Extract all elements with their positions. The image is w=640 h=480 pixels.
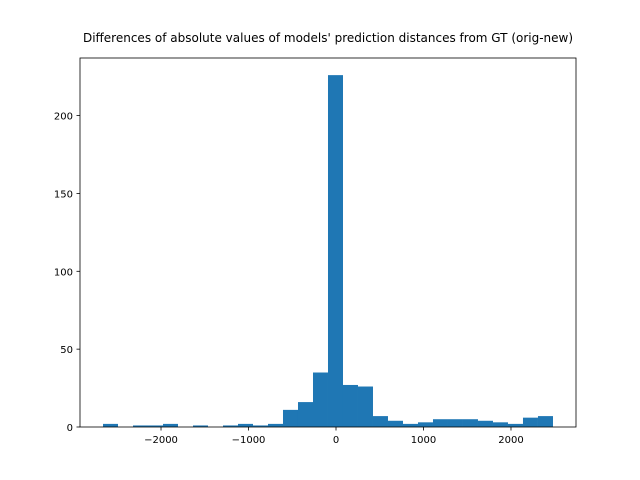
bar <box>492 422 508 427</box>
chart-title: Differences of absolute values of models… <box>83 31 573 45</box>
plot-frame <box>79 57 577 428</box>
bar <box>402 423 418 427</box>
bar <box>133 425 149 427</box>
bar <box>462 419 478 427</box>
bar <box>148 425 164 427</box>
bar <box>447 419 463 427</box>
bar <box>193 425 209 427</box>
bar <box>507 423 523 427</box>
bar <box>522 417 538 427</box>
bar <box>163 423 179 427</box>
x-tick-label: 0 <box>333 435 339 446</box>
bar <box>432 419 448 427</box>
bar <box>327 75 343 427</box>
bar <box>297 402 313 427</box>
bar <box>238 423 254 427</box>
bar <box>357 386 373 427</box>
bar <box>222 425 239 427</box>
x-tick-label: 2000 <box>498 435 523 446</box>
x-tick-label: 1000 <box>411 435 436 446</box>
y-tick-label: 200 <box>54 112 73 123</box>
y-tick-label: 0 <box>67 423 73 434</box>
bar <box>267 423 283 427</box>
bar <box>103 423 119 427</box>
bar <box>312 372 328 427</box>
bar <box>342 384 358 427</box>
bar <box>477 420 493 427</box>
y-tick-label: 150 <box>54 189 73 200</box>
bar <box>372 416 388 427</box>
y-tick-label: 50 <box>60 345 73 356</box>
bar <box>282 409 298 427</box>
y-tick-label: 100 <box>54 267 73 278</box>
x-tick-label: −2000 <box>144 435 178 446</box>
bar <box>537 416 553 427</box>
bar <box>387 420 403 427</box>
bar <box>253 425 268 427</box>
x-tick-label: −1000 <box>232 435 266 446</box>
bar <box>417 422 433 427</box>
